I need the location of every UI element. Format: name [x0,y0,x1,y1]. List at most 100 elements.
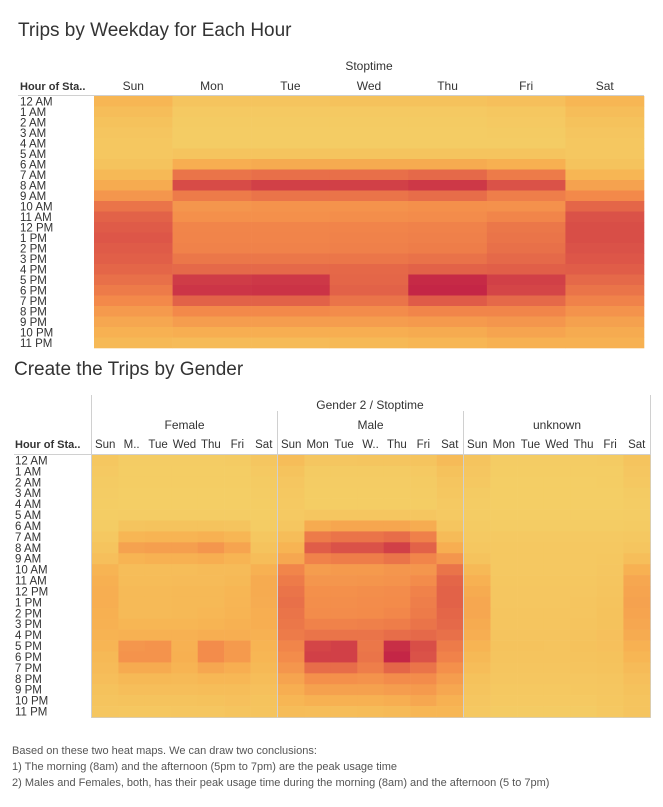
y-tick-label: 8 PM [15,674,42,686]
heat-cell [623,487,651,499]
heat-cell [330,684,358,696]
heat-cell [144,662,172,674]
heat-cell [623,509,651,521]
heat-cell [250,673,278,685]
heat-cell [92,455,119,467]
heat-cell [543,476,571,489]
y-tick-label: 3 AM [20,128,46,140]
heat-cell [490,520,518,532]
heat-cell [517,476,545,489]
heat-cell [408,190,488,202]
heat-cell [172,253,252,265]
heat-cell [92,531,119,543]
heat-cell [517,607,545,620]
heat-cell [596,487,624,499]
heat-cell [172,127,252,139]
heat-cell [410,553,437,565]
heat-cell [357,596,385,609]
heat-cell [250,498,278,510]
heat-cell [92,695,119,707]
heat-cell [490,673,518,685]
y-tick-label: 3 PM [20,254,47,266]
heat-cell [410,706,437,718]
heat-cell [408,180,488,191]
heat-cell [490,564,518,576]
heat-cell [171,629,199,641]
heat-cell [92,564,119,576]
heat-cell [543,596,571,609]
heat-cell [329,169,409,181]
heat-cell [92,673,119,685]
heat-cell [383,662,411,674]
heat-cell [490,575,518,587]
heat-cell [224,651,251,663]
heat-cell [278,706,305,718]
heat-cell [543,553,571,565]
x-tick-label: Tue [280,79,301,93]
heat-cell [278,673,305,685]
heat-cell [565,316,645,328]
heat-cell [118,455,146,467]
heat-cell [623,640,651,652]
heat-cell [490,706,518,718]
heat-cell [410,651,437,663]
heat-cell [304,596,332,609]
heat-cell [436,706,464,718]
heat-cell [565,327,645,338]
x-tick-label: Sat [441,439,459,451]
heat-cell [410,684,437,696]
heat-cell [250,706,278,718]
heat-cell [436,564,464,576]
heat-cell [436,684,464,696]
heat-cell [565,337,645,349]
heat-cell [94,190,173,202]
heat-cell [517,465,545,478]
heat-cell [436,455,464,467]
y-tick-label: 5 AM [15,510,41,522]
heat-cell [464,520,491,532]
heat-cell [410,498,437,510]
heat-cell [224,706,251,718]
heat-cell [118,487,146,499]
heat-cell [570,465,598,478]
heat-cell [383,651,411,663]
y-tick-label: 3 AM [15,488,41,500]
heat-cell [330,673,358,685]
heat-cell [304,706,332,718]
heat-cell [623,553,651,565]
heat-cell [596,673,624,685]
heat-cell [357,695,385,707]
heat-cell [94,243,173,254]
heat-cell [172,306,252,317]
y-tick-label: 10 PM [15,696,48,708]
heat-cell [144,476,172,489]
heat-cell [330,618,358,630]
heat-cell [486,138,566,149]
heat-cell [623,455,651,467]
heat-cell [92,575,119,587]
heat-cell [517,487,545,499]
heat-cell [410,531,437,543]
heat-cell [251,316,331,328]
heat-cell [383,487,411,499]
heat-cell [304,487,332,499]
heat-cell [250,607,278,620]
heat-cell [144,553,172,565]
heat-cell [94,211,173,223]
heat-cell [197,673,225,685]
heat-cell [517,520,545,532]
heat-cell [92,618,119,630]
heat-cell [118,520,146,532]
y-tick-label: 7 AM [20,170,46,182]
heat-cell [357,476,385,489]
heat-cell [329,274,409,286]
heat-cell [171,531,199,543]
x-tick-label: Sun [123,79,144,93]
heat-cell [623,618,651,630]
heat-cell [250,575,278,587]
heat-cell [224,640,251,652]
heat-cell [490,596,518,609]
heat-cell [570,618,598,630]
heat-cell [197,575,225,587]
